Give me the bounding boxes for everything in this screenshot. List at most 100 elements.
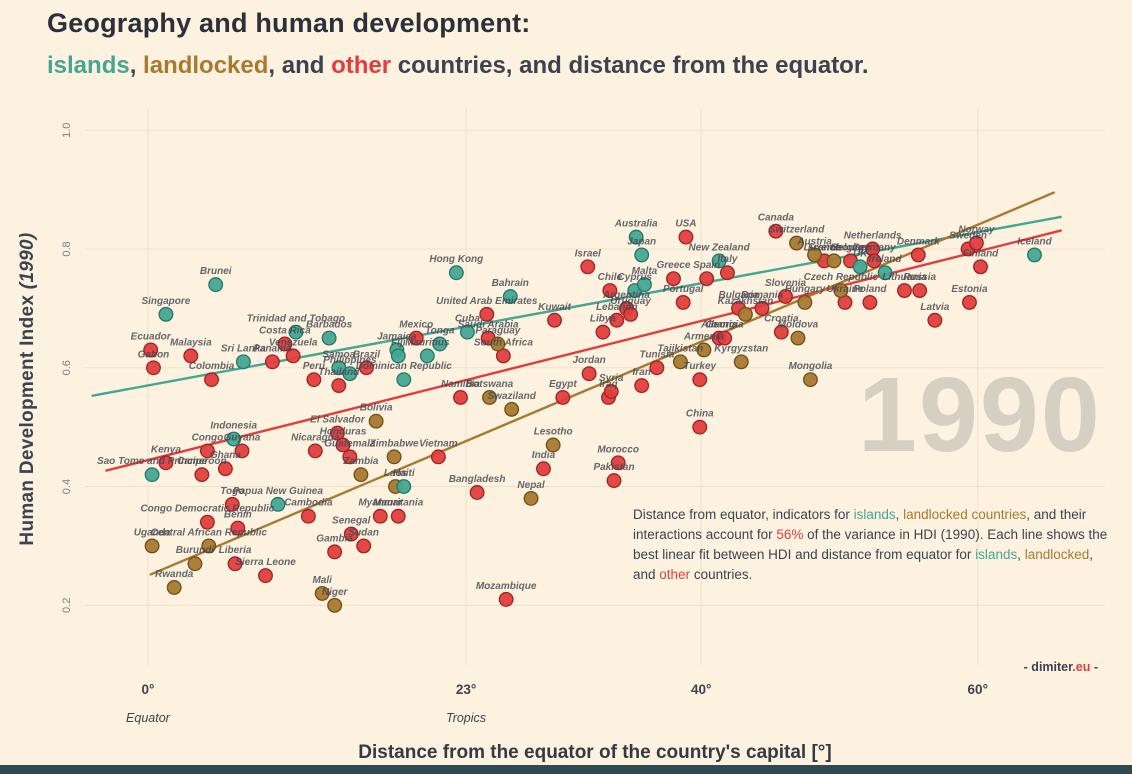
data-point-lebanon[interactable] xyxy=(609,312,625,328)
data-point-croatia[interactable] xyxy=(773,324,789,340)
data-point-brazil[interactable] xyxy=(359,360,374,376)
data-point-hong-kong[interactable] xyxy=(448,265,464,281)
data-point-burundi[interactable] xyxy=(187,556,203,572)
data-point-rwanda[interactable] xyxy=(166,580,182,595)
data-point-czech-republic[interactable] xyxy=(833,283,849,299)
data-point-kazakhstan[interactable] xyxy=(737,306,753,322)
data-point-moldova[interactable] xyxy=(790,330,806,346)
data-point-poland[interactable] xyxy=(862,294,878,310)
data-point-united-arab-emirates[interactable] xyxy=(479,306,495,322)
data-point-turkey[interactable] xyxy=(692,372,708,388)
data-point-malta[interactable] xyxy=(636,277,652,293)
data-point-morocco[interactable] xyxy=(610,455,626,471)
data-point-bahrain[interactable] xyxy=(502,289,518,304)
data-point-norway[interactable] xyxy=(968,235,984,251)
data-point-austria[interactable] xyxy=(807,247,823,263)
data-point-kenya[interactable] xyxy=(158,455,174,471)
data-point-uk[interactable] xyxy=(852,259,868,275)
data-point-myanmar[interactable] xyxy=(372,508,388,524)
data-point-el-salvador[interactable] xyxy=(329,425,345,441)
data-point-georgia[interactable] xyxy=(717,330,733,346)
data-point-gabon[interactable] xyxy=(146,360,161,376)
data-point-japan[interactable] xyxy=(634,247,650,263)
data-point-egypt[interactable] xyxy=(555,390,571,405)
data-point-syria[interactable] xyxy=(603,384,619,399)
data-point-philippines[interactable] xyxy=(342,366,358,382)
data-point-italy[interactable] xyxy=(719,265,735,281)
data-point-spain[interactable] xyxy=(699,271,715,287)
data-point-papua-new-guinea[interactable] xyxy=(270,496,286,512)
data-point-portugal[interactable] xyxy=(675,294,691,310)
data-point-honduras[interactable] xyxy=(335,437,351,453)
data-point-sierra-leone[interactable] xyxy=(258,568,273,584)
data-point-peru[interactable] xyxy=(306,372,322,388)
data-point-jordan[interactable] xyxy=(581,366,597,382)
data-point-mauritania[interactable] xyxy=(390,508,406,524)
data-point-niger[interactable] xyxy=(327,597,343,613)
data-point-namibia[interactable] xyxy=(453,390,468,405)
data-point-usa[interactable] xyxy=(678,229,694,245)
data-point-cuba[interactable] xyxy=(459,324,475,340)
data-point-brunei[interactable] xyxy=(208,277,224,293)
data-point-bangladesh[interactable] xyxy=(469,485,485,500)
data-point-ecuador[interactable] xyxy=(143,342,159,358)
data-point-botswana[interactable] xyxy=(482,390,497,405)
data-point-costa-rica[interactable] xyxy=(277,336,293,352)
data-point-trinidad-and-tobago[interactable] xyxy=(288,324,304,340)
data-point-armenia[interactable] xyxy=(696,342,712,358)
data-point-china[interactable] xyxy=(692,419,708,435)
data-point-sao-tome-and-principe[interactable] xyxy=(144,467,160,483)
data-point-slovenia[interactable] xyxy=(778,289,793,304)
data-point-germany[interactable] xyxy=(866,253,882,269)
data-point-zambia[interactable] xyxy=(353,467,369,483)
data-point-russia[interactable] xyxy=(912,283,928,299)
data-point-lesotho[interactable] xyxy=(545,437,561,453)
data-point-finland[interactable] xyxy=(973,259,988,275)
data-point-pakistan[interactable] xyxy=(606,473,622,489)
data-point-estonia[interactable] xyxy=(962,294,977,310)
data-point-libya[interactable] xyxy=(595,324,611,340)
data-point-switzerland[interactable] xyxy=(789,235,805,251)
data-point-congo-democratic-republic[interactable] xyxy=(199,514,215,530)
data-point-mozambique[interactable] xyxy=(498,591,514,607)
data-point-luxembourg[interactable] xyxy=(826,253,842,269)
data-point-togo[interactable] xyxy=(224,496,240,512)
data-point-uganda[interactable] xyxy=(144,538,160,554)
data-point-thailand[interactable] xyxy=(331,378,347,394)
data-point-senegal[interactable] xyxy=(343,526,359,542)
data-point-dominican-republic[interactable] xyxy=(396,372,412,388)
data-point-cameroon[interactable] xyxy=(194,467,210,483)
data-point-indonesia[interactable] xyxy=(226,431,242,447)
data-point-guatemala[interactable] xyxy=(342,449,358,465)
data-point-denmark[interactable] xyxy=(910,247,926,263)
data-point-zimbabwe[interactable] xyxy=(386,449,402,465)
data-point-ghana[interactable] xyxy=(217,461,233,477)
data-point-mexico[interactable] xyxy=(408,330,424,346)
data-point-kyrgyzstan[interactable] xyxy=(733,354,749,370)
data-point-australia[interactable] xyxy=(628,229,644,245)
data-point-canada[interactable] xyxy=(768,223,784,239)
data-point-benin[interactable] xyxy=(230,520,246,536)
data-point-colombia[interactable] xyxy=(204,372,219,388)
data-point-kuwait[interactable] xyxy=(547,312,562,328)
data-point-congo[interactable] xyxy=(199,443,215,459)
data-point-mongolia[interactable] xyxy=(802,372,818,388)
data-point-tonga[interactable] xyxy=(432,336,448,352)
data-point-paraguay[interactable] xyxy=(490,336,506,352)
data-point-cambodia[interactable] xyxy=(300,508,316,524)
data-point-greece[interactable] xyxy=(666,271,681,287)
data-point-israel[interactable] xyxy=(580,259,596,275)
data-point-hungary[interactable] xyxy=(797,294,813,310)
data-point-lithuania[interactable] xyxy=(897,283,912,299)
data-point-barbados[interactable] xyxy=(321,330,337,346)
data-point-swaziland[interactable] xyxy=(504,401,520,417)
data-point-latvia[interactable] xyxy=(927,312,943,328)
data-point-gambia[interactable] xyxy=(327,544,343,560)
data-point-bolivia[interactable] xyxy=(368,413,384,429)
data-point-sri-lanka[interactable] xyxy=(235,354,251,370)
data-point-iceland[interactable] xyxy=(1027,247,1042,263)
data-point-fiji[interactable] xyxy=(390,348,406,364)
data-point-guyana[interactable] xyxy=(234,443,250,459)
data-point-mauritius[interactable] xyxy=(419,348,435,364)
data-point-south-africa[interactable] xyxy=(495,348,511,364)
